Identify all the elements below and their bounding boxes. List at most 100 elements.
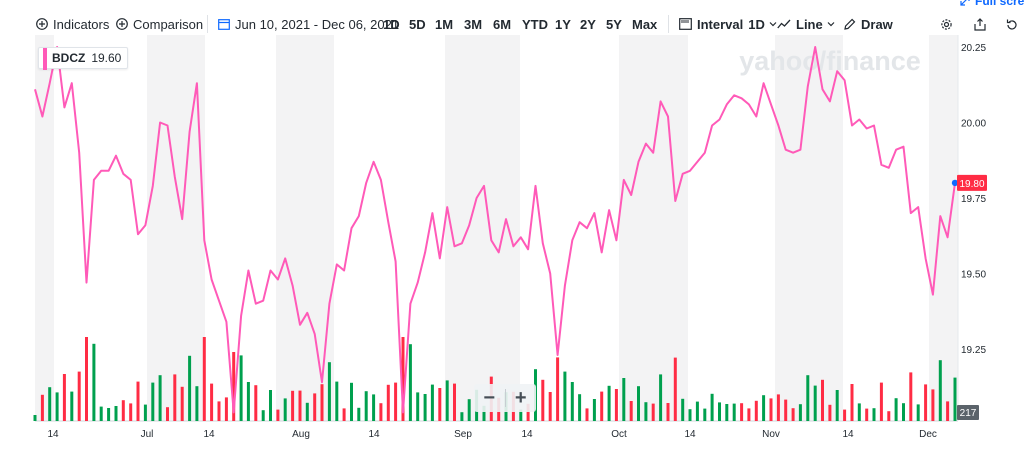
zoom-out-button[interactable]: − [483, 386, 496, 409]
volume-bar [173, 374, 177, 421]
volume-bar [386, 384, 390, 421]
volume-bar [651, 403, 655, 421]
range-2y[interactable]: 2Y [580, 16, 596, 32]
volume-bars [33, 337, 957, 421]
volume-bar [828, 404, 832, 421]
volume-bar [305, 402, 309, 421]
pencil-icon [844, 18, 856, 30]
range-ytd[interactable]: YTD [522, 16, 548, 32]
volume-bar [114, 406, 118, 421]
interval-value: 1D [748, 16, 765, 32]
x-tick-label: Sep [454, 429, 472, 440]
volume-bar [578, 394, 582, 421]
volume-bar [673, 357, 677, 421]
volume-bar [379, 403, 383, 421]
legend-swatch [43, 48, 47, 70]
range-6m[interactable]: 6M [493, 16, 512, 32]
comparison-button[interactable]: Comparison [116, 14, 203, 34]
indicators-button[interactable]: Indicators [36, 14, 109, 34]
last-price-dot [951, 179, 959, 187]
volume-bar [902, 403, 905, 421]
volume-bar [416, 392, 420, 421]
zoom-in-button[interactable]: + [514, 386, 527, 409]
legend-symbol: BDCZ [52, 51, 86, 65]
volume-bar [372, 394, 376, 421]
calendar-icon [218, 18, 230, 30]
volume-bar [188, 355, 192, 421]
volume-bar [821, 379, 824, 421]
volume-bar [585, 408, 589, 421]
volume-bar [629, 401, 633, 421]
range-1y[interactable]: 1Y [555, 16, 571, 32]
volume-bar [217, 401, 221, 421]
last-price-label: 19.80 [959, 179, 984, 190]
volume-bar [798, 404, 802, 421]
date-range-label: Jun 10, 2021 - Dec 06, 2021 [235, 16, 400, 32]
volume-bar [33, 415, 37, 421]
interval-label: Interval [697, 16, 744, 32]
share-button[interactable] [974, 14, 991, 34]
price-line-layer [34, 46, 959, 414]
volume-bar [107, 408, 111, 421]
volume-bar [614, 389, 618, 421]
volume-bar [276, 409, 280, 421]
x-tick-label: 14 [521, 429, 533, 440]
volume-bar [909, 372, 913, 421]
volume-bar [254, 385, 258, 421]
draw-button[interactable]: Draw [844, 14, 893, 34]
volume-bar [659, 374, 663, 421]
volume-bar [879, 382, 883, 421]
weekend-bands [35, 35, 958, 421]
volume-bar [40, 394, 44, 421]
volume-bar [364, 391, 368, 421]
fullscreen-link[interactable]: Full screen [960, 0, 1024, 8]
volume-bar [327, 362, 331, 421]
volume-bar [394, 382, 398, 421]
interval-button[interactable]: Interval 1D [679, 14, 782, 34]
weekend-band [276, 35, 334, 421]
y-tick-label: 19.75 [961, 194, 986, 205]
volume-bar [887, 411, 891, 421]
range-1d[interactable]: 1D [383, 16, 400, 32]
volume-bar [438, 388, 442, 421]
x-tick-label: Nov [762, 429, 780, 440]
volume-bar [776, 394, 780, 421]
reset-button[interactable] [1006, 14, 1023, 34]
x-tick-label: 14 [368, 429, 380, 440]
volume-bar [166, 407, 169, 421]
volume-bar [769, 398, 773, 421]
volume-bar [556, 357, 560, 421]
volume-bar [784, 399, 788, 421]
settings-button[interactable] [940, 14, 958, 34]
expand-icon [960, 0, 970, 6]
date-range-button[interactable]: Jun 10, 2021 - Dec 06, 2021 [218, 14, 399, 34]
volume-bar [423, 394, 427, 421]
volume-bar [77, 371, 81, 421]
range-5d[interactable]: 5D [409, 16, 426, 32]
volume-bar [953, 377, 957, 421]
volume-bar [946, 401, 950, 421]
range-5y[interactable]: 5Y [606, 16, 622, 32]
volume-bar [357, 407, 361, 421]
volume-bar [850, 384, 854, 421]
volume-bar [320, 384, 324, 421]
volume-bar [239, 355, 243, 421]
series-legend[interactable]: BDCZ 19.60 [38, 47, 129, 70]
volume-bar [644, 402, 648, 421]
volume-bar [872, 408, 876, 421]
volume-bar [570, 382, 574, 421]
chart-type-button[interactable]: Line [777, 14, 840, 34]
volume-bar [681, 398, 685, 421]
volume-bar [857, 403, 861, 421]
range-3m[interactable]: 3M [464, 16, 483, 32]
y-tick-label: 20.00 [961, 119, 986, 130]
range-max[interactable]: Max [632, 16, 658, 32]
draw-label: Draw [861, 16, 893, 32]
volume-bar [62, 374, 66, 421]
chart-toolbar: Indicators Comparison Jun 10, 2021 - Dec… [0, 0, 1024, 48]
volume-bar [55, 392, 59, 421]
zoom-control: − + [474, 384, 536, 412]
range-1m[interactable]: 1M [435, 16, 454, 32]
volume-bar [666, 403, 670, 421]
